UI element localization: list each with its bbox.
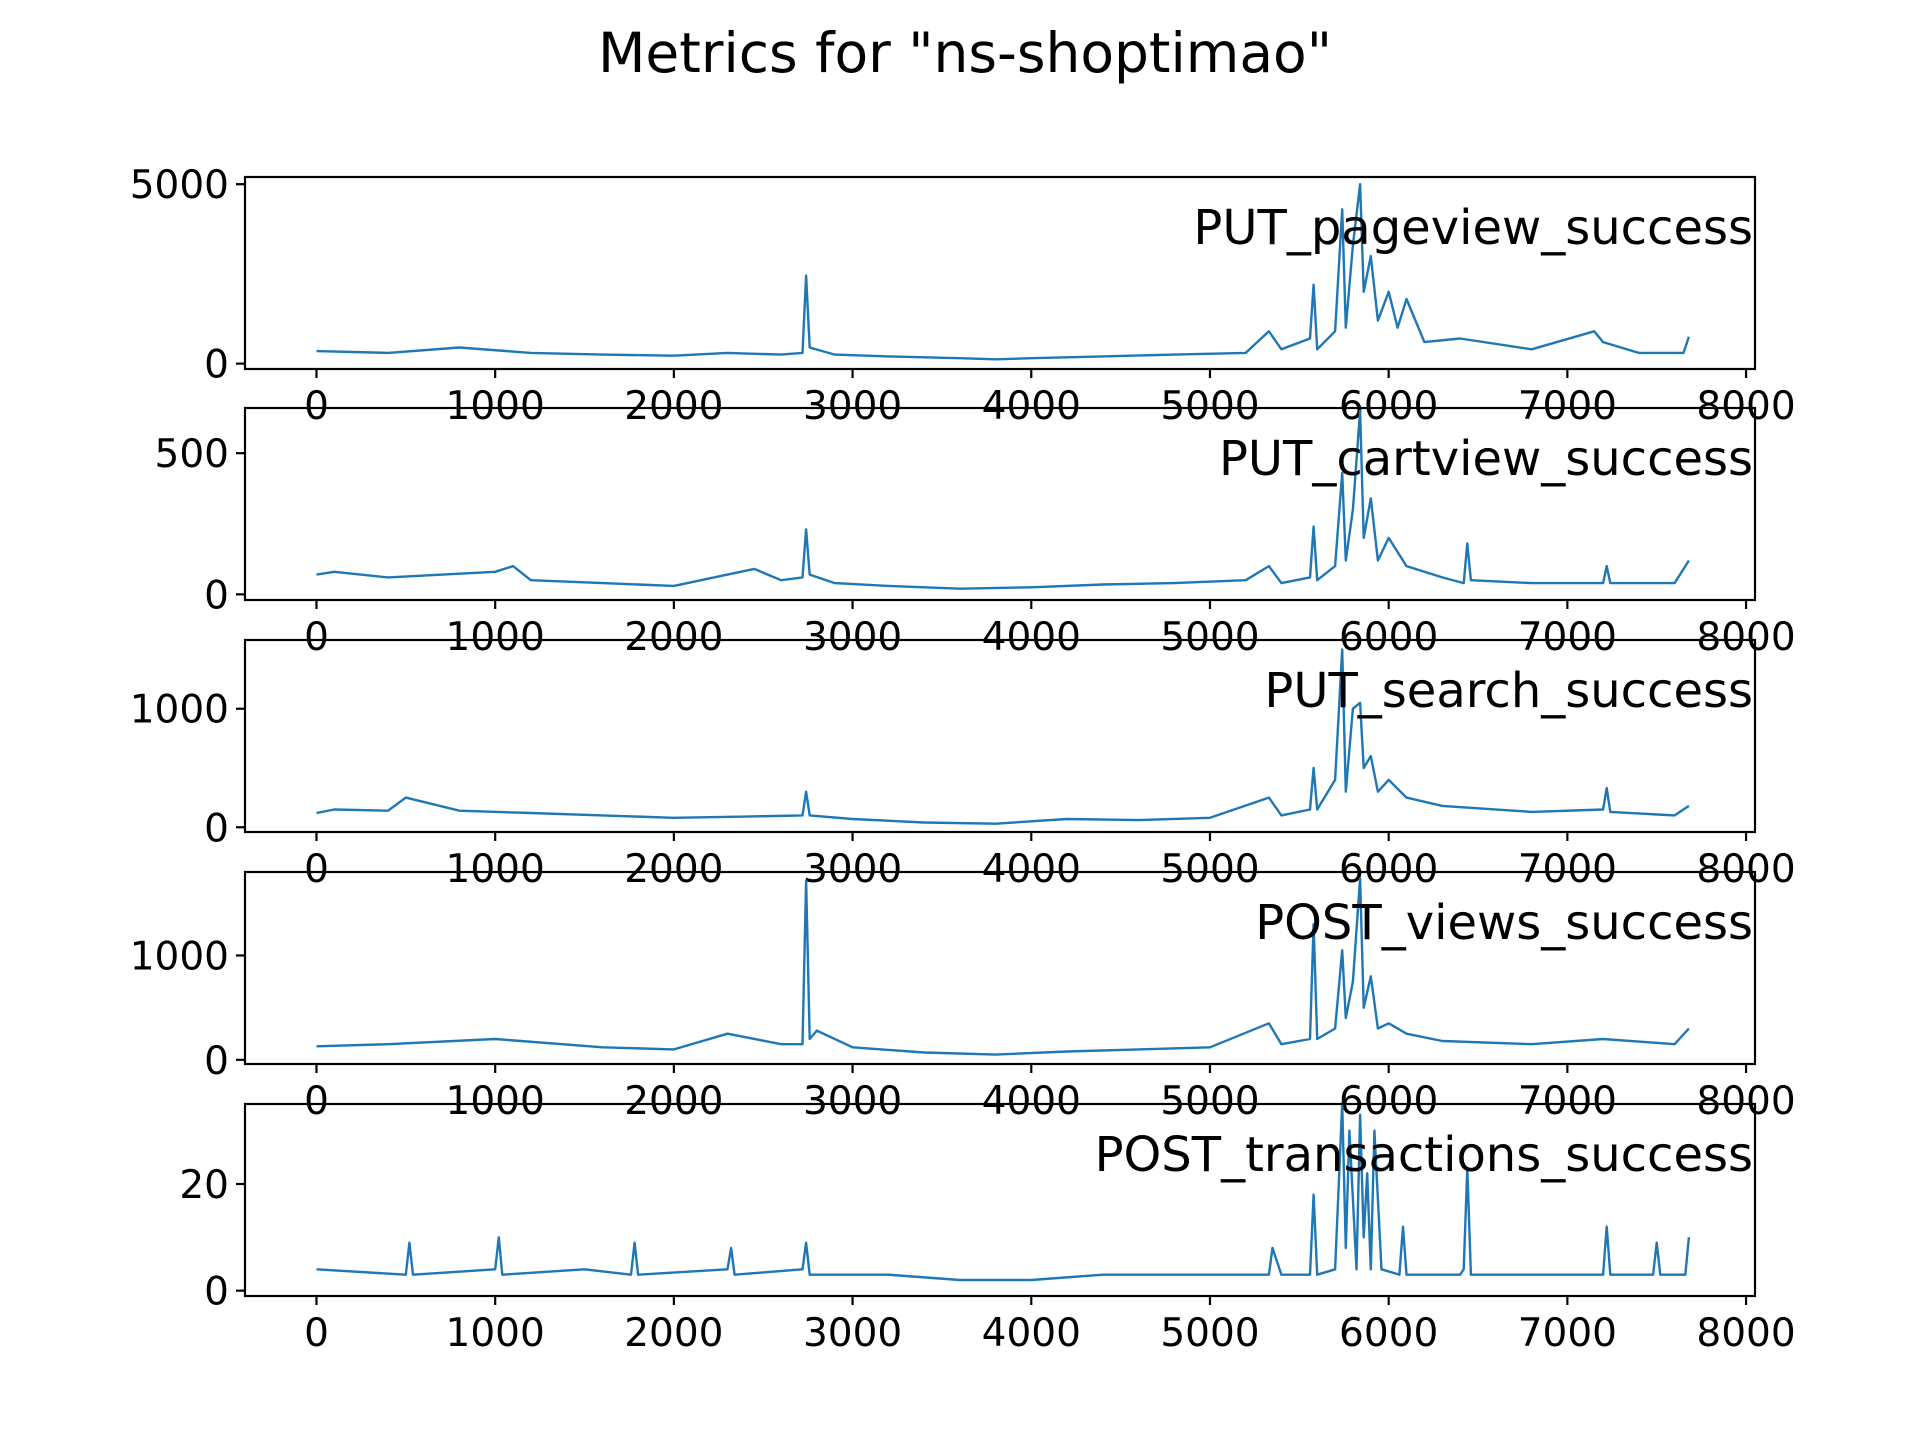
x-tick-label-4000: 4000	[982, 615, 1081, 660]
subplots: 0 1000 2000 3000 4000 5000 6000 7000 800005000PU…	[130, 163, 1796, 1356]
x-tick-label-3000: 3000	[803, 615, 902, 660]
x-tick-label-7000: 7000	[1518, 615, 1617, 660]
series-line-5	[316, 1102, 1691, 1282]
axes-frame-4	[243, 870, 1757, 1066]
panel-label-2: PUT_cartview_success	[1219, 431, 1753, 487]
x-tick-label-5000: 5000	[1160, 615, 1259, 660]
x-tick-label-1000: 1000	[446, 847, 545, 892]
panel-label-4: POST_views_success	[1255, 895, 1753, 951]
x-tick-label-5000: 5000	[1160, 847, 1259, 892]
x-tick-label-8000: 8000	[1696, 1311, 1795, 1356]
panel-label-5: POST_transactions_success	[1095, 1127, 1753, 1183]
axes-frame-1	[243, 175, 1757, 371]
x-tick-label-0: 0	[304, 1079, 329, 1124]
y-tick-label-5000: 5000	[130, 163, 229, 208]
x-tick-label-2000: 2000	[624, 615, 723, 660]
x-tick-label-6000: 6000	[1339, 384, 1438, 429]
axes-frame-3	[243, 638, 1757, 834]
x-tick-label-6000: 6000	[1339, 1311, 1438, 1356]
subplot-4: 0 1000 2000 3000 4000 5000 6000 7000 8000 0 1000 PO…	[130, 870, 1796, 1124]
x-tick-label-2000: 2000	[624, 1079, 723, 1124]
x-tick-label-1000: 1000	[446, 1079, 545, 1124]
x-tick-label-5000: 5000	[1160, 1079, 1259, 1124]
panel-label-3: PUT_search_success	[1264, 663, 1753, 719]
x-tick-label-7000: 7000	[1518, 847, 1617, 892]
series-line-2	[316, 409, 1690, 590]
subplot-2: 0 1000 2000 3000 4000 5000 6000 7000 8000 0 500 PUT…	[155, 406, 1796, 660]
axes-frame-5	[243, 1102, 1757, 1298]
x-tick-label-6000: 6000	[1339, 1079, 1438, 1124]
x-tick-label-6000: 6000	[1339, 847, 1438, 892]
x-tick-label-6000: 6000	[1339, 615, 1438, 660]
x-tick-label-0: 0	[304, 847, 329, 892]
x-tick-label-0: 0	[304, 1311, 329, 1356]
subplot-5: 0 1000 2000 3000 4000 5000 6000 7000 8000 0 20 POST…	[179, 1102, 1796, 1356]
x-tick-label-2000: 2000	[624, 384, 723, 429]
x-tick-label-4000: 4000	[982, 384, 1081, 429]
y-tick-label-1000: 1000	[130, 934, 229, 979]
y-tick-label-0: 0	[204, 1270, 229, 1315]
x-tick-label-5000: 5000	[1160, 1311, 1259, 1356]
axes-frame-2	[243, 406, 1757, 602]
x-tick-label-3000: 3000	[803, 847, 902, 892]
x-tick-label-7000: 7000	[1518, 384, 1617, 429]
y-tick-label-0: 0	[204, 1039, 229, 1084]
x-tick-label-8000: 8000	[1696, 1079, 1795, 1124]
x-tick-label-5000: 5000	[1160, 384, 1259, 429]
y-tick-label-0: 0	[204, 343, 229, 388]
x-tick-label-1000: 1000	[446, 1311, 545, 1356]
y-tick-label-20: 20	[179, 1163, 229, 1208]
y-tick-label-500: 500	[155, 432, 229, 477]
panel-label-1: PUT_pageview_success	[1193, 200, 1753, 256]
x-tick-label-3000: 3000	[803, 384, 902, 429]
series-line-1	[316, 182, 1691, 361]
x-tick-label-7000: 7000	[1518, 1311, 1617, 1356]
series-line-4	[316, 877, 1690, 1056]
subplot-1: 0 1000 2000 3000 4000 5000 6000 7000 8000 0 5000 PU…	[130, 163, 1796, 429]
x-tick-label-3000: 3000	[803, 1079, 902, 1124]
x-tick-label-4000: 4000	[982, 1311, 1081, 1356]
series-line-3	[316, 648, 1690, 825]
x-tick-label-8000: 8000	[1696, 615, 1795, 660]
x-tick-label-1000: 1000	[446, 615, 545, 660]
x-tick-label-3000: 3000	[803, 1311, 902, 1356]
x-tick-label-7000: 7000	[1518, 1079, 1617, 1124]
y-tick-label-0: 0	[204, 573, 229, 618]
x-tick-label-8000: 8000	[1696, 847, 1795, 892]
x-tick-label-8000: 8000	[1696, 384, 1795, 429]
x-tick-label-0: 0	[304, 384, 329, 429]
x-tick-label-1000: 1000	[446, 384, 545, 429]
x-tick-label-2000: 2000	[624, 847, 723, 892]
subplot-3: 0 1000 2000 3000 4000 5000 6000 7000 8000 0 1000 PU…	[130, 638, 1796, 892]
figure-title: Metrics for "ns-shoptimao"	[598, 21, 1332, 85]
x-tick-label-4000: 4000	[982, 1079, 1081, 1124]
x-tick-label-2000: 2000	[624, 1311, 723, 1356]
y-tick-label-1000: 1000	[130, 688, 229, 733]
x-tick-label-0: 0	[304, 615, 329, 660]
y-tick-label-0: 0	[204, 806, 229, 851]
x-tick-label-4000: 4000	[982, 847, 1081, 892]
